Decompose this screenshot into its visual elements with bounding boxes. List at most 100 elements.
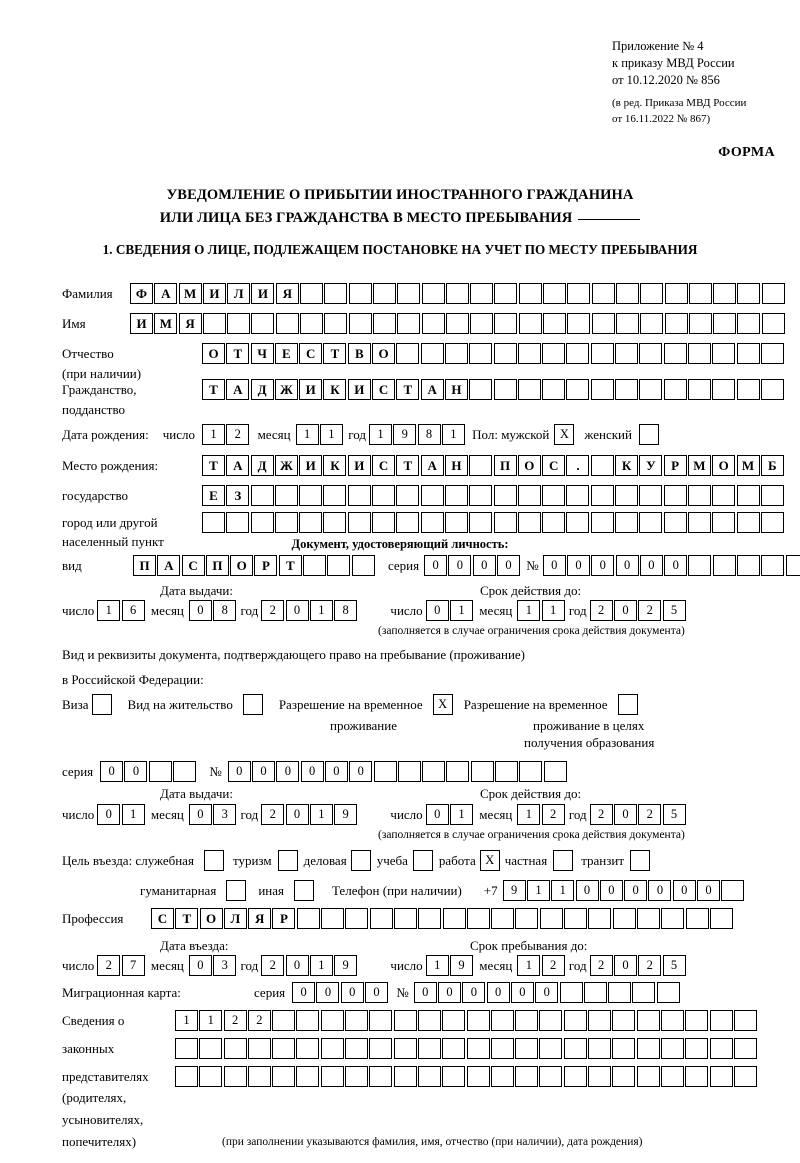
char-cell[interactable] [296,1038,320,1059]
char-cell[interactable]: 2 [638,955,662,976]
char-cell[interactable] [469,485,493,506]
char-cell[interactable] [148,761,172,782]
char-cell[interactable] [687,512,711,533]
char-cell[interactable]: А [420,379,444,400]
char-cell[interactable] [470,761,494,782]
char-cell[interactable] [761,555,785,576]
char-cell[interactable]: 8 [417,424,441,445]
char-cell[interactable]: С [372,379,396,400]
char-cell[interactable] [639,379,663,400]
char-cell[interactable]: И [299,379,323,400]
char-cell[interactable] [588,1010,612,1031]
char-cell[interactable] [688,555,712,576]
char-cell[interactable] [417,1038,441,1059]
char-cell[interactable] [515,1010,539,1031]
char-cell[interactable]: 1 [309,955,333,976]
char-cell[interactable]: 5 [662,955,686,976]
char-cell[interactable]: 1 [97,600,121,621]
char-cell[interactable] [564,908,588,929]
char-cell[interactable] [173,761,197,782]
char-cell[interactable] [688,283,712,304]
char-cell[interactable] [660,1010,684,1031]
char-cell[interactable]: К [323,455,347,476]
char-cell[interactable] [469,512,493,533]
char-cell[interactable] [542,485,566,506]
char-cell[interactable]: Ч [250,343,274,364]
char-cell[interactable] [444,343,468,364]
char-cell[interactable] [250,485,274,506]
char-cell[interactable] [515,908,539,929]
char-cell[interactable]: Р [663,455,687,476]
char-cell[interactable] [563,1010,587,1031]
char-cell[interactable] [393,1066,417,1087]
char-cell[interactable] [422,761,446,782]
char-cell[interactable] [470,283,494,304]
char-cell[interactable]: Р [272,908,296,929]
char-cell[interactable] [251,313,275,334]
char-cell[interactable] [442,1038,466,1059]
char-cell[interactable] [351,555,375,576]
char-cell[interactable]: С [181,555,205,576]
char-cell[interactable]: 0 [615,555,639,576]
char-cell[interactable] [445,313,469,334]
char-cell[interactable]: 6 [121,600,145,621]
char-cell[interactable] [175,1066,198,1087]
char-cell[interactable]: 0 [285,955,309,976]
char-cell[interactable] [656,982,680,1003]
char-cell[interactable] [685,1066,709,1087]
char-cell[interactable]: 0 [497,555,520,576]
char-cell[interactable] [709,1038,733,1059]
char-cell[interactable]: О [202,343,225,364]
char-cell[interactable] [615,283,639,304]
char-cell[interactable] [608,982,632,1003]
char-cell[interactable] [590,379,614,400]
char-cell[interactable] [632,982,656,1003]
char-cell[interactable]: Я [275,283,299,304]
char-cell[interactable]: Л [223,908,247,929]
visa-checkbox[interactable] [91,694,112,715]
char-cell[interactable] [397,283,421,304]
char-cell[interactable] [519,761,543,782]
char-cell[interactable]: Б [760,455,784,476]
char-cell[interactable]: 1 [319,424,343,445]
char-cell[interactable]: 2 [541,955,565,976]
char-cell[interactable] [760,512,784,533]
char-cell[interactable] [685,908,709,929]
char-cell[interactable]: 1 [541,600,565,621]
char-cell[interactable] [272,1066,296,1087]
char-cell[interactable]: 1 [201,424,225,445]
char-cell[interactable] [615,485,639,506]
char-cell[interactable] [687,379,711,400]
char-cell[interactable]: 0 [535,982,559,1003]
char-cell[interactable] [517,343,541,364]
edu-residence-checkbox[interactable] [617,694,638,715]
char-cell[interactable] [373,761,397,782]
sex-male-checkbox[interactable]: X [554,424,575,445]
char-cell[interactable] [543,283,567,304]
char-cell[interactable] [736,485,760,506]
char-cell[interactable]: 0 [425,804,449,825]
char-cell[interactable]: 1 [368,424,392,445]
char-cell[interactable] [737,555,761,576]
char-cell[interactable]: Т [278,555,302,576]
char-cell[interactable] [612,1010,636,1031]
char-cell[interactable] [296,1066,320,1087]
char-cell[interactable]: П [133,555,156,576]
char-cell[interactable]: 2 [261,804,285,825]
char-cell[interactable] [490,1010,514,1031]
char-cell[interactable] [588,1066,612,1087]
char-cell[interactable] [517,379,541,400]
char-cell[interactable] [733,1038,757,1059]
char-cell[interactable]: 0 [613,600,637,621]
char-cell[interactable] [442,908,466,929]
char-cell[interactable]: И [251,283,275,304]
char-cell[interactable]: 0 [486,982,510,1003]
